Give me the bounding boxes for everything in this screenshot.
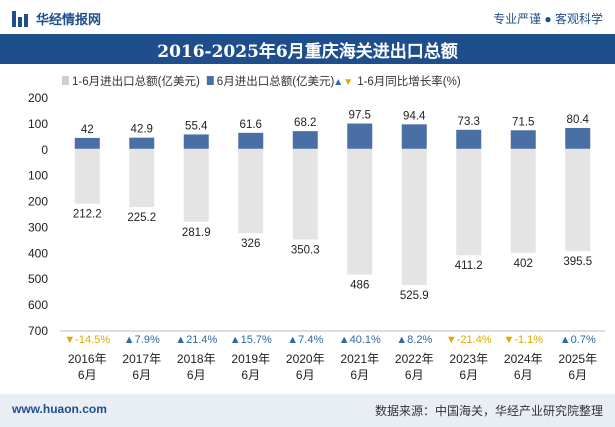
- growth-up-label: ▲7.4%: [287, 334, 323, 346]
- june-value-label: 71.5: [512, 116, 534, 128]
- x-category-month: 6月: [241, 368, 260, 382]
- june-value-label: 61.6: [240, 119, 262, 131]
- ytd-bar: [401, 148, 427, 285]
- x-category-year: 2019年: [231, 352, 270, 366]
- y-tick-label: 500: [28, 272, 48, 286]
- ytd-value-label: 225.2: [127, 212, 156, 224]
- june-value-label: 94.4: [403, 110, 426, 122]
- x-category-month: 6月: [132, 368, 151, 382]
- june-value-label: 42: [81, 124, 94, 136]
- x-category-year: 2022年: [395, 352, 434, 366]
- ytd-bar: [292, 148, 318, 240]
- ytd-value-label: 281.9: [182, 227, 211, 239]
- june-value-label: 80.4: [567, 114, 590, 126]
- growth-down-label: ▼-1.1%: [503, 334, 543, 346]
- x-category-month: 6月: [78, 368, 97, 382]
- ytd-bar: [565, 148, 591, 252]
- june-value-label: 42.9: [131, 124, 153, 136]
- growth-up-label: ▲21.4%: [175, 334, 217, 346]
- y-tick-label: 700: [28, 324, 48, 338]
- x-category-month: 6月: [459, 368, 478, 382]
- growth-down-label: ▼-14.5%: [64, 334, 110, 346]
- june-bar: [238, 132, 264, 149]
- legend-label: 1-6月进出口总额(亿美元): [72, 74, 200, 88]
- x-category-month: 6月: [350, 368, 369, 382]
- legend-up-triangle-icon: ▲: [333, 77, 343, 88]
- legend-swatch: [206, 76, 214, 85]
- y-tick-label: 300: [28, 220, 48, 234]
- growth-up-label: ▲7.9%: [124, 334, 160, 346]
- y-tick-label: 200: [28, 91, 48, 105]
- june-bar: [347, 123, 373, 149]
- june-value-label: 55.4: [185, 120, 208, 132]
- ytd-bar: [456, 148, 482, 256]
- growth-down-label: ▼-21.4%: [446, 334, 492, 346]
- x-category-month: 6月: [296, 368, 315, 382]
- ytd-bar: [510, 148, 536, 253]
- legend-swatch: [62, 76, 69, 85]
- x-category-month: 6月: [514, 368, 533, 382]
- x-category-year: 2016年: [68, 352, 107, 366]
- y-tick-label: 400: [28, 246, 48, 260]
- june-bar: [456, 129, 482, 149]
- chart-area: 1-6月进出口总额(亿美元) 6月进出口总额(亿美元) ▲ ▼ 1-6月同比增长率(%)…: [0, 64, 615, 394]
- june-value-label: 68.2: [294, 117, 316, 129]
- y-tick-label: 100: [28, 117, 48, 131]
- y-tick-label: 100: [28, 169, 48, 183]
- june-value-label: 97.5: [349, 110, 371, 122]
- ytd-value-label: 411.2: [455, 260, 483, 272]
- legend-down-triangle-icon: ▼: [343, 77, 353, 88]
- ytd-value-label: 212.2: [73, 209, 102, 221]
- x-category-year: 2021年: [340, 352, 379, 366]
- y-tick-label: 200: [28, 195, 48, 209]
- growth-up-label: ▲40.1%: [339, 334, 381, 346]
- footer: www.huaon.com 数据来源：中国海关，华经产业研究院整理: [0, 394, 615, 427]
- growth-up-label: ▲8.2%: [396, 334, 432, 346]
- x-category-month: 6月: [405, 368, 424, 382]
- june-bar: [74, 137, 100, 149]
- brand[interactable]: 华经情报网: [12, 9, 101, 28]
- chart-title: 2016-2025年6月重庆海关进出口总额: [157, 41, 458, 62]
- x-category-year: 2018年: [177, 352, 216, 366]
- x-category-month: 6月: [187, 368, 206, 382]
- website-link[interactable]: www.huaon.com: [12, 402, 107, 416]
- x-category-year: 2024年: [504, 352, 543, 366]
- title-bar: 2016-2025年6月重庆海关进出口总额: [0, 34, 615, 64]
- tagline: 专业严谨 ● 客观科学: [493, 12, 603, 26]
- x-category-year: 2025年: [558, 352, 597, 366]
- ytd-bar: [183, 148, 209, 222]
- legend-label: 6月进出口总额(亿美元): [217, 74, 335, 88]
- growth-up-label: ▲15.7%: [230, 334, 272, 346]
- top-bar: 华经情报网 专业严谨 ● 客观科学: [0, 0, 615, 34]
- june-bar: [292, 131, 318, 149]
- x-category-year: 2017年: [122, 352, 161, 366]
- y-tick-label: 600: [28, 298, 48, 312]
- x-category-year: 2020年: [286, 352, 325, 366]
- growth-up-label: ▲0.7%: [560, 334, 596, 346]
- chart-svg: 1-6月进出口总额(亿美元) 6月进出口总额(亿美元)▲ ▼ 1-6月同比增长率(%)…: [28, 74, 605, 382]
- ytd-value-label: 525.9: [400, 290, 429, 302]
- x-category-month: 6月: [568, 368, 587, 382]
- june-bar: [510, 130, 536, 149]
- y-tick-label: 0: [41, 143, 48, 157]
- june-bar: [401, 124, 427, 149]
- bar-chart-logo-icon: [12, 10, 30, 27]
- ytd-value-label: 402: [514, 258, 533, 270]
- data-source: 数据来源：中国海关，华经产业研究院整理: [374, 404, 603, 418]
- june-bar: [129, 137, 155, 149]
- ytd-bar: [347, 148, 373, 275]
- ytd-bar: [129, 148, 155, 208]
- ytd-value-label: 395.5: [563, 256, 592, 268]
- brand-name: 华经情报网: [36, 12, 102, 27]
- ytd-bar: [238, 148, 264, 234]
- legend-label: 1-6月同比增长率(%): [357, 74, 461, 88]
- june-bar: [565, 127, 591, 149]
- ytd-value-label: 326: [241, 238, 260, 250]
- june-value-label: 73.3: [458, 116, 480, 128]
- ytd-value-label: 486: [350, 280, 369, 292]
- june-bar: [183, 134, 209, 149]
- ytd-value-label: 350.3: [291, 244, 320, 256]
- ytd-bar: [74, 148, 100, 204]
- x-category-year: 2023年: [449, 352, 488, 366]
